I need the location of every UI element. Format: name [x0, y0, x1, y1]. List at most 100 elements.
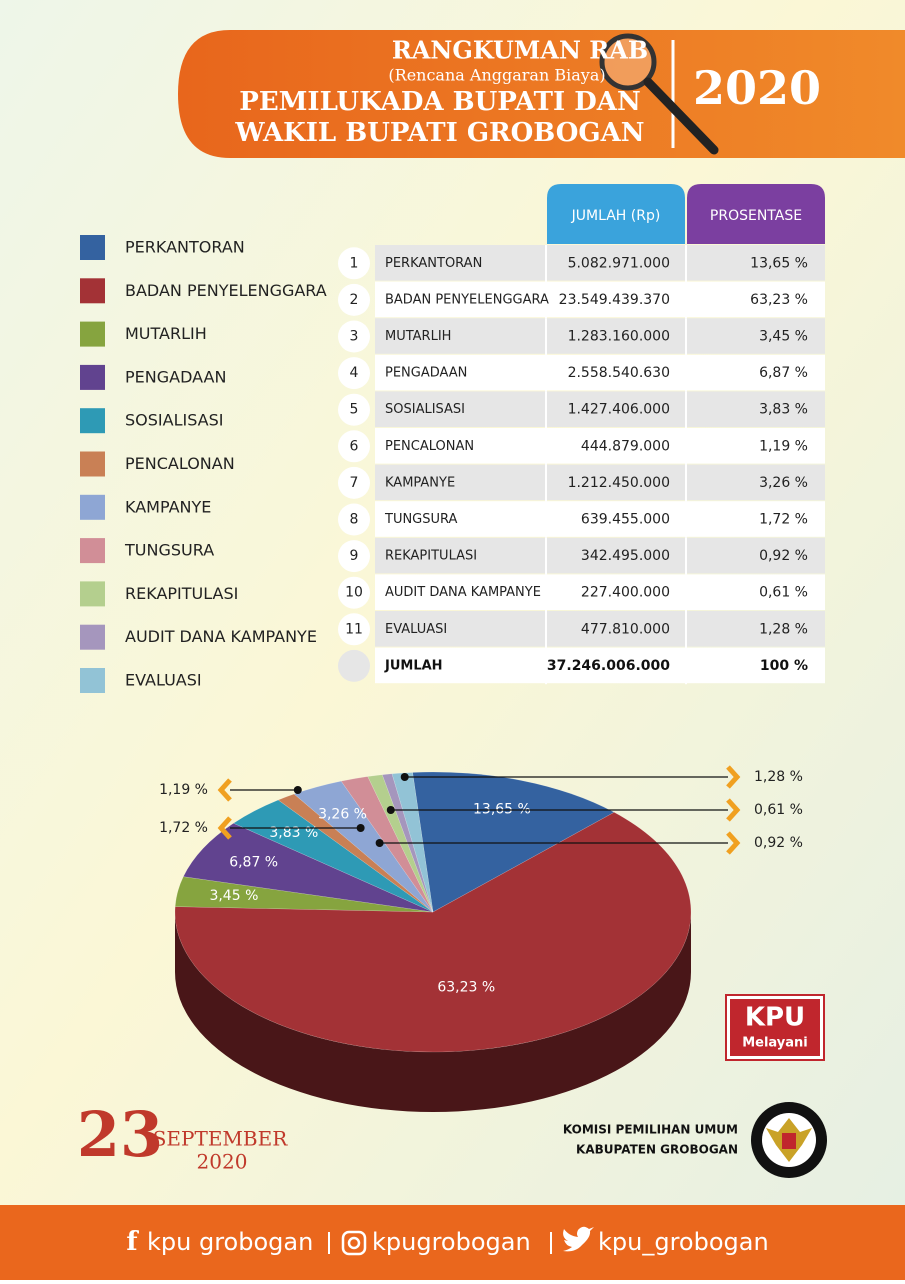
table-row: [375, 537, 825, 574]
pie-slice: [412, 771, 615, 913]
value-label: 63,23 %: [437, 980, 495, 996]
date-month: SEPTEMBER: [153, 1127, 288, 1151]
instagram-icon: [341, 1230, 367, 1256]
row-name: MUTARLIH: [385, 329, 451, 344]
row-percent: 6,87 %: [759, 365, 808, 381]
value-label: 3,26 %: [318, 806, 367, 822]
kpu-logo-band: [730, 999, 820, 1056]
row-amount: 342.495.000: [581, 548, 670, 564]
table-row: [375, 281, 825, 318]
legend-swatch: [80, 235, 105, 260]
row-name: PENGADAAN: [385, 366, 467, 381]
value-label: 3,83 %: [269, 825, 318, 841]
value-label: 6,87 %: [229, 854, 278, 870]
row-percent: 0,92 %: [759, 548, 808, 564]
row-amount: 23.549.439.370: [559, 292, 670, 308]
pie-slice: [391, 772, 434, 913]
row-name: PENCALONAN: [385, 439, 474, 454]
legend-label: AUDIT DANA KAMPANYE: [125, 627, 317, 646]
total-amount: 37.246.006.000: [547, 658, 670, 674]
row-number-badge: [338, 430, 370, 463]
kpu-logo-tagline: Melayani: [742, 1036, 808, 1051]
legend-label: EVALUASI: [125, 671, 202, 690]
pie-slice: [174, 876, 434, 913]
row-percent: 0,61 %: [759, 585, 808, 601]
row-percent: 1,72 %: [759, 512, 808, 528]
title: PEMILUKADA BUPATI DAN: [239, 87, 640, 117]
row-number: 4: [350, 365, 359, 381]
pie-slice: [340, 776, 434, 913]
row-number-badge: [338, 613, 370, 646]
legend-label: REKAPITULASI: [125, 584, 238, 603]
row-number-badge: [338, 357, 370, 390]
row-name: KAMPANYE: [385, 475, 455, 490]
row-name: BADAN PENYELENGGARA: [385, 292, 549, 307]
row-number-badge: [338, 283, 370, 316]
table-header-cell: [687, 184, 825, 244]
pie-slice: [277, 793, 434, 913]
title: RANGKUMAN RAB: [392, 36, 648, 65]
twitter-handle: kpu_grobogan: [598, 1228, 769, 1256]
row-number: 6: [350, 438, 359, 454]
row-amount: 5.082.971.000: [568, 255, 670, 271]
row-amount: 2.558.540.630: [568, 365, 670, 381]
row-name: TUNGSURA: [384, 512, 458, 527]
row-number-badge: [338, 393, 370, 426]
legend-swatch: [80, 364, 105, 390]
pie-slice: [293, 780, 434, 913]
total-percent: 100 %: [760, 658, 808, 674]
row-percent: 1,28 %: [759, 621, 808, 637]
value-label: 1,28 %: [754, 769, 803, 785]
leader-arrow: [726, 798, 741, 822]
pie-side: [175, 912, 691, 1112]
value-label: 0,61 %: [754, 802, 803, 818]
legend-label: PENGADAAN: [125, 367, 226, 386]
table-row: [375, 647, 825, 684]
legend-swatch: [80, 494, 105, 520]
row-number-badge: [338, 247, 370, 280]
table-row: [375, 501, 825, 537]
row-amount: 477.810.000: [581, 621, 670, 637]
row-number: 7: [350, 475, 359, 491]
table-row: [375, 428, 825, 464]
row-percent: 1,19 %: [759, 438, 808, 454]
org-name: KABUPATEN GROBOGAN: [576, 1143, 738, 1157]
org-name: KOMISI PEMILIHAN UMUM: [563, 1123, 738, 1137]
row-percent: 13,65 %: [750, 255, 808, 271]
leader-arrow: [217, 816, 232, 840]
value-label: 1,72 %: [159, 820, 208, 836]
legend-label: KAMPANYE: [125, 497, 211, 516]
leader-arrow: [726, 765, 741, 789]
table-row: [375, 245, 825, 281]
value-label: 3,45 %: [209, 888, 258, 904]
legend-label: TUNGSURA: [124, 541, 214, 560]
value-label: 0,92 %: [754, 835, 803, 851]
footer-bar: [0, 1205, 905, 1280]
org-emblem-shield: [782, 1133, 796, 1149]
legend-swatch: [80, 668, 105, 693]
title: WAKIL BUPATI GROBOGAN: [234, 118, 644, 148]
row-number: 3: [350, 329, 359, 345]
row-amount: 227.400.000: [581, 585, 670, 601]
row-number-badge: [338, 320, 370, 353]
row-number: 9: [350, 548, 359, 564]
row-amount: 1.212.450.000: [568, 475, 670, 491]
column-header: JUMLAH (Rp): [571, 208, 661, 224]
row-number: 10: [345, 585, 363, 601]
table-row: [375, 611, 825, 647]
legend-swatch: [80, 278, 105, 304]
row-number: 8: [350, 512, 359, 528]
table-row: [375, 391, 825, 427]
row-percent: 63,23 %: [750, 292, 808, 308]
legend-swatch: [80, 321, 105, 347]
instagram-icon-lens: [347, 1236, 361, 1250]
legend-label: SOSIALISASI: [125, 411, 223, 430]
row-percent: 3,83 %: [759, 402, 808, 418]
row-amount: 444.879.000: [581, 438, 670, 454]
legend-label: PERKANTORAN: [125, 238, 245, 257]
legend-swatch: [80, 408, 105, 434]
row-amount: 1.427.406.000: [568, 402, 670, 418]
row-number: 11: [345, 621, 363, 637]
row-percent: 3,26 %: [759, 475, 808, 491]
